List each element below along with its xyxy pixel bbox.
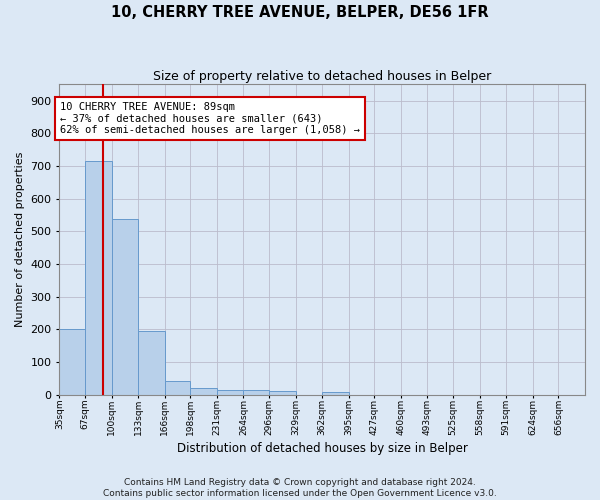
Bar [322,392,349,394]
Text: 10 CHERRY TREE AVENUE: 89sqm
← 37% of detached houses are smaller (643)
62% of s: 10 CHERRY TREE AVENUE: 89sqm ← 37% of de… [60,102,360,135]
Bar [138,332,164,394]
Bar [112,220,138,394]
Bar [59,329,85,394]
Bar [85,162,112,394]
Text: 10, CHERRY TREE AVENUE, BELPER, DE56 1FR: 10, CHERRY TREE AVENUE, BELPER, DE56 1FR [111,5,489,20]
Y-axis label: Number of detached properties: Number of detached properties [15,152,25,327]
Title: Size of property relative to detached houses in Belper: Size of property relative to detached ho… [153,70,491,83]
Bar [217,390,244,394]
Text: Contains HM Land Registry data © Crown copyright and database right 2024.
Contai: Contains HM Land Registry data © Crown c… [103,478,497,498]
Bar [190,388,217,394]
X-axis label: Distribution of detached houses by size in Belper: Distribution of detached houses by size … [177,442,467,455]
Bar [269,391,296,394]
Bar [164,381,190,394]
Bar [244,390,269,394]
